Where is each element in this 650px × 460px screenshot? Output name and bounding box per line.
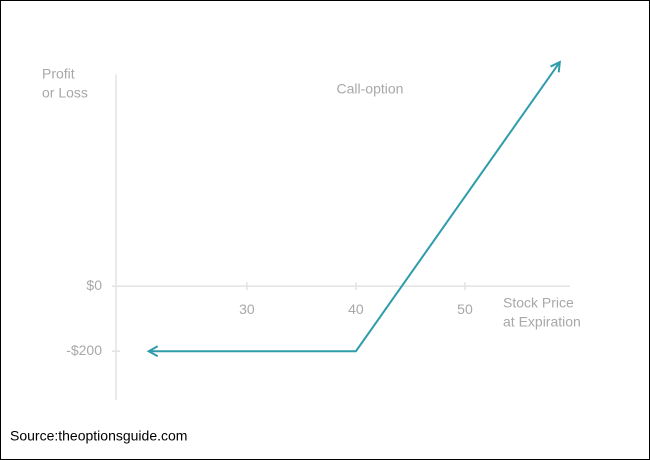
y-tick-label: $0 <box>86 277 102 293</box>
x-tick-label: 40 <box>348 301 364 317</box>
x-axis-label: at Expiration <box>503 314 581 330</box>
x-tick-label: 30 <box>239 301 255 317</box>
payoff-line <box>149 62 560 351</box>
source: Source:theoptionsguide.com <box>10 428 187 444</box>
x-axis-label: Stock Price <box>503 295 574 311</box>
y-axis-label: or Loss <box>42 85 88 101</box>
x-tick-label: 50 <box>457 301 473 317</box>
y-axis-label: Profit <box>42 66 75 82</box>
chart-title: Call-option <box>337 81 404 97</box>
y-tick-label: -$200 <box>66 342 102 358</box>
